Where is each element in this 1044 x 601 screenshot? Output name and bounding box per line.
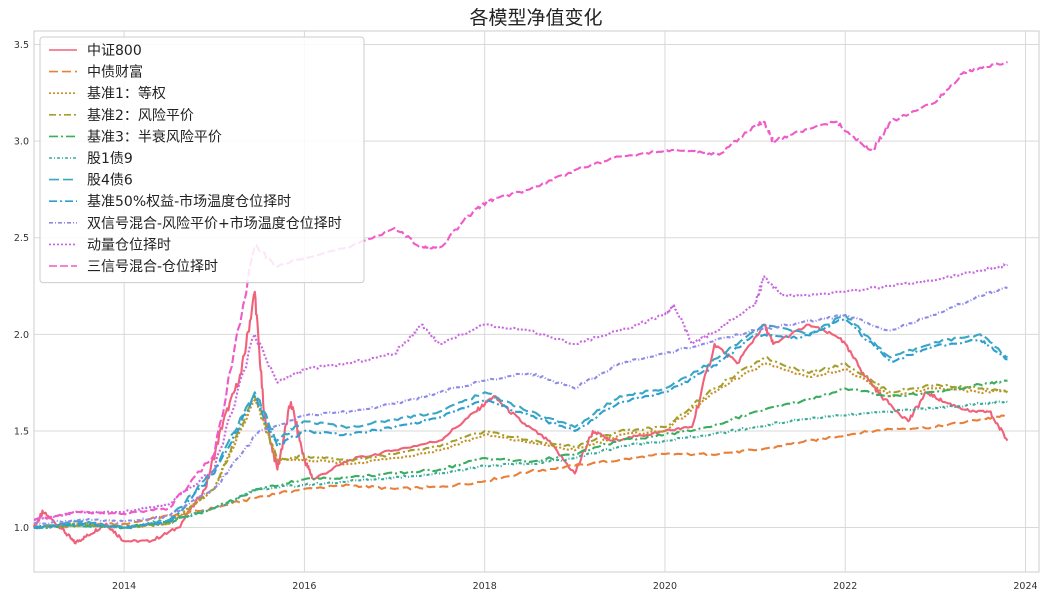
series-line [33, 356, 1009, 530]
legend-label: 基准3：半衰风险平价 [87, 128, 222, 145]
series-line [33, 317, 1008, 530]
y-tick-label: 1.5 [14, 426, 29, 437]
legend-label: 双信号混合-风险平价+市场温度仓位择时 [87, 215, 342, 232]
legend-label: 中证800 [87, 43, 142, 59]
legend-label: 三信号混合-仓位择时 [87, 259, 218, 275]
series-line [33, 414, 1009, 529]
series-line [33, 313, 1008, 529]
series-lines [32, 60, 1009, 545]
legend-label: 股4债6 [87, 173, 133, 189]
x-tick-label: 2020 [653, 581, 677, 592]
legend-label: 基准50%权益-市场温度仓位择时 [87, 193, 291, 210]
legend-label: 基准2：风险平价 [87, 107, 194, 124]
x-tick-label: 2022 [833, 581, 857, 592]
y-tick-label: 1.0 [14, 523, 29, 534]
series-line [32, 290, 1009, 545]
legend-label: 中债财富 [87, 64, 143, 81]
y-tick-label: 3.5 [14, 40, 29, 51]
legend-label: 基准1：等权 [87, 85, 166, 102]
series-line [33, 286, 1008, 525]
y-tick-label: 2.0 [14, 330, 29, 341]
x-tick-label: 2016 [292, 581, 316, 592]
y-tick-label: 2.5 [14, 233, 29, 244]
x-tick-label: 2018 [473, 581, 497, 592]
series-line [33, 400, 1008, 530]
chart-title: 各模型净值变化 [469, 7, 602, 29]
legend-label: 动量仓位择时 [87, 237, 171, 253]
axis-ticks: 2014 2016 2018 2020 2022 2024 1.0 1.5 2.0 2.5 3.0 3… [14, 40, 1038, 592]
series-line [34, 263, 1009, 521]
x-tick-label: 2014 [112, 581, 136, 592]
y-tick-label: 3.0 [14, 137, 29, 148]
x-tick-label: 2024 [1013, 581, 1037, 592]
legend-box [39, 36, 365, 284]
legend-label: 股1债9 [87, 151, 133, 167]
